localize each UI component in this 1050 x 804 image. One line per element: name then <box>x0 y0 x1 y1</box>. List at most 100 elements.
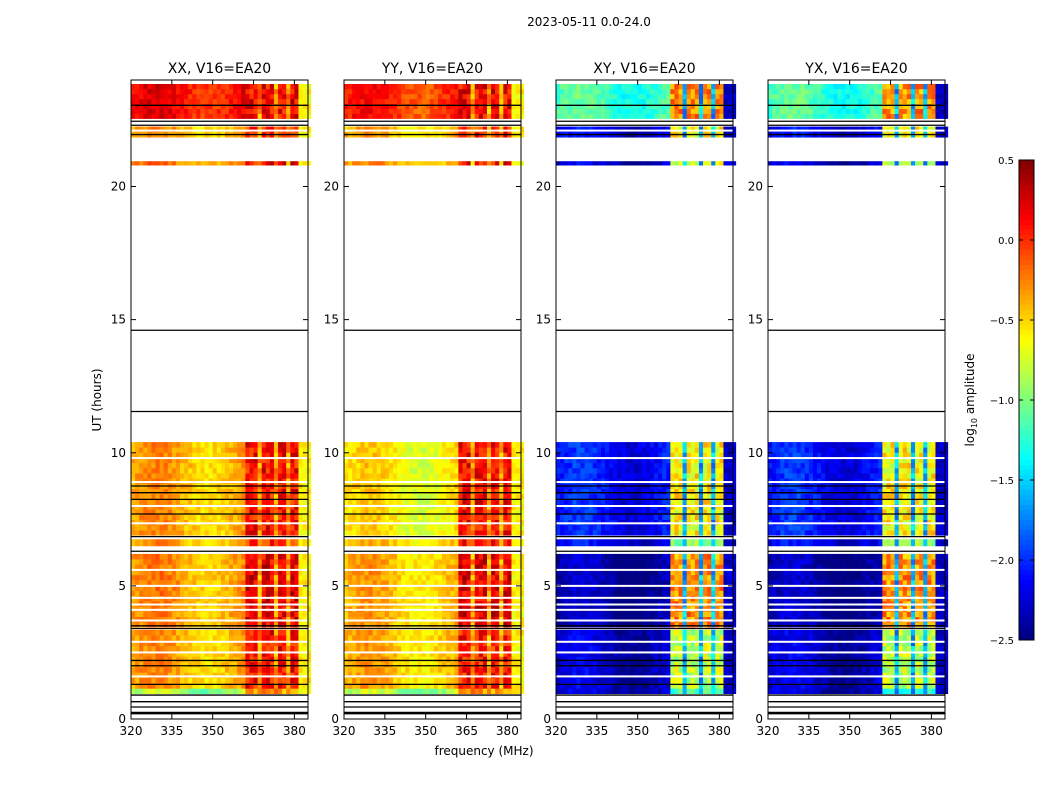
heatmap-cell <box>462 515 466 520</box>
heatmap-cell <box>184 539 188 546</box>
heatmap-cell <box>160 515 164 520</box>
heatmap-cells <box>556 84 736 714</box>
heatmap-cell <box>258 630 262 636</box>
x-tick-label: 380 <box>283 724 306 738</box>
heatmap-cell <box>168 580 172 586</box>
heatmap-cell <box>475 530 479 535</box>
heatmap-cell <box>430 530 434 535</box>
heatmap-cell <box>164 468 168 473</box>
heatmap-cell <box>389 489 393 494</box>
heatmap-cell <box>221 530 225 535</box>
heatmap-cell <box>262 89 266 94</box>
heatmap-cell <box>217 99 221 104</box>
heatmap-cell <box>418 442 422 447</box>
heatmap-cell <box>229 489 233 494</box>
heatmap-cell <box>381 591 385 597</box>
heatmap-cell <box>409 468 413 473</box>
heatmap-cell <box>184 161 188 165</box>
heatmap-cell <box>344 489 348 494</box>
heatmap-cell <box>601 688 605 694</box>
heatmap-cell <box>450 575 454 581</box>
heatmap-cell <box>511 688 515 694</box>
heatmap-cell <box>229 662 233 668</box>
heatmap-cell <box>131 591 135 597</box>
heatmap-cell <box>225 161 229 165</box>
heatmap-cell <box>458 161 462 165</box>
heatmap-cell <box>249 442 253 447</box>
heatmap-cell <box>192 575 196 581</box>
heatmap-cell <box>188 161 192 165</box>
heatmap-cell <box>385 678 389 684</box>
heatmap-cell <box>471 94 475 99</box>
heatmap-cell <box>168 591 172 597</box>
heatmap-cell <box>405 99 409 104</box>
heatmap-cell <box>458 662 462 668</box>
heatmap-cell <box>458 468 462 473</box>
heatmap-cell <box>495 104 499 109</box>
heatmap-cell <box>487 99 491 104</box>
heatmap-cell <box>278 678 282 684</box>
heatmap-cell <box>294 109 298 114</box>
heatmap-cell <box>511 161 515 165</box>
heatmap-cell <box>200 575 204 581</box>
heatmap-cell <box>180 530 184 535</box>
heatmap-cell <box>405 463 409 468</box>
heatmap-cell <box>286 447 290 452</box>
heatmap-cell <box>262 667 266 673</box>
heatmap-cell <box>278 99 282 104</box>
heatmap-cell <box>241 84 245 89</box>
heatmap-cell <box>241 515 245 520</box>
heatmap-cell <box>516 662 520 668</box>
heatmap-cell <box>258 473 262 478</box>
heatmap-cell <box>381 678 385 684</box>
heatmap-cell <box>241 575 245 581</box>
heatmap-cell <box>352 468 356 473</box>
flagged-row-white <box>131 130 308 132</box>
heatmap-cell <box>160 688 164 694</box>
heatmap-cell <box>290 94 294 99</box>
heatmap-cell <box>266 554 270 560</box>
heatmap-cell <box>397 646 401 652</box>
heatmap-cell <box>516 94 520 99</box>
heatmap-cell <box>249 463 253 468</box>
heatmap-cell <box>258 611 262 617</box>
heatmap-cell <box>393 447 397 452</box>
heatmap-cell <box>434 94 438 99</box>
heatmap-cell <box>462 530 466 535</box>
heatmap-cell <box>164 688 168 694</box>
heatmap-cell <box>430 554 434 560</box>
heatmap-cell <box>511 515 515 520</box>
heatmap-cell <box>245 530 249 535</box>
heatmap-cell <box>479 489 483 494</box>
heatmap-cell <box>520 559 524 565</box>
heatmap-cell <box>156 104 160 109</box>
heatmap-cell <box>180 515 184 520</box>
heatmap-cell <box>200 89 204 94</box>
heatmap-cell <box>356 678 360 684</box>
heatmap-cell <box>503 539 507 546</box>
heatmap-cell <box>442 656 446 662</box>
heatmap-cell <box>172 559 176 565</box>
heatmap-cell <box>434 525 438 530</box>
heatmap-cell <box>442 554 446 560</box>
heatmap-cell <box>369 530 373 535</box>
heatmap-cell <box>139 688 143 694</box>
heatmap-cell <box>348 688 352 694</box>
heatmap-cell <box>401 622 405 628</box>
heatmap-cell <box>511 559 515 565</box>
heatmap-cell <box>507 99 511 104</box>
heatmap-cell <box>249 89 253 94</box>
heatmap-cell <box>377 667 381 673</box>
heatmap-cell <box>397 109 401 114</box>
heatmap-cell <box>188 89 192 94</box>
heatmap-cell <box>491 622 495 628</box>
heatmap-cell <box>225 554 229 560</box>
heatmap-cell <box>422 656 426 662</box>
heatmap-cell <box>237 94 241 99</box>
heatmap-cell <box>213 559 217 565</box>
heatmap-cell <box>196 575 200 581</box>
heatmap-cell <box>344 99 348 104</box>
heatmap-cell <box>446 463 450 468</box>
heatmap-cell <box>426 463 430 468</box>
heatmap-cell <box>303 580 307 586</box>
